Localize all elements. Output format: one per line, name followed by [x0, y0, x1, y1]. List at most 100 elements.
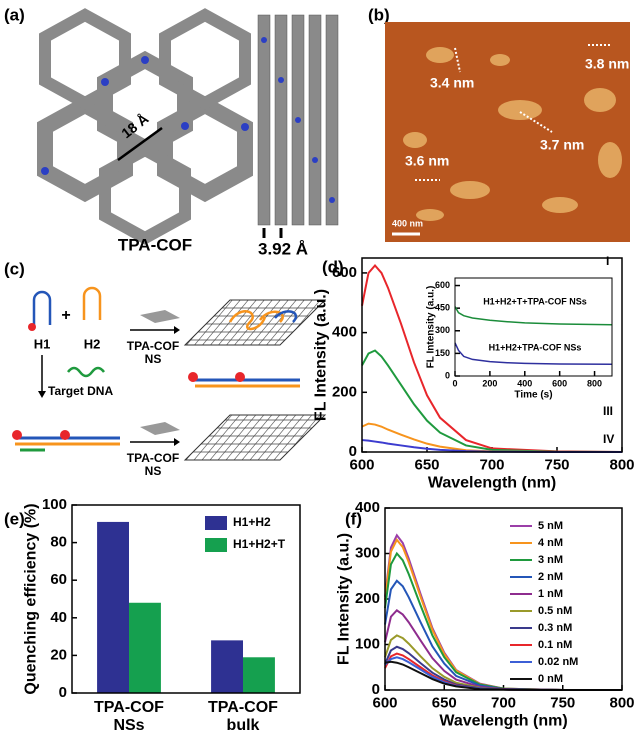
- series-line: [454, 306, 613, 326]
- target-dna: [67, 366, 105, 378]
- height-label: 3.4 nm: [430, 75, 474, 91]
- y-tick-label: 20: [50, 646, 67, 663]
- bar: [97, 521, 129, 693]
- legend-label: 1 nM: [538, 588, 563, 600]
- x-axis-label: Wavelength (nm): [439, 713, 567, 730]
- x-tick-label: 600: [372, 694, 397, 711]
- nanosheet-label: TPA-COF NS: [126, 339, 180, 367]
- fluorophore: [188, 372, 198, 382]
- y-axis-label: Quenching efficiency (%): [23, 503, 40, 694]
- x-tick-label: 700: [491, 694, 516, 711]
- y-tick-label: 100: [355, 635, 380, 652]
- legend-swatch: [205, 516, 227, 530]
- x-tick-label: 650: [432, 694, 457, 711]
- series-label: H1+H2+TPA-COF NSs: [489, 342, 582, 352]
- panel-label: (c): [4, 259, 25, 278]
- fluorophore: [12, 430, 22, 440]
- arrow-head: [174, 326, 180, 334]
- interlayer-distance: 3.92 Å: [258, 239, 308, 258]
- height-label: 3.6 nm: [405, 153, 449, 169]
- x-tick-label: 750: [550, 694, 575, 711]
- y-tick-label: 80: [50, 534, 67, 551]
- panel-label: (e): [4, 509, 25, 528]
- nanosheet: [183, 299, 327, 346]
- height-line: [454, 47, 461, 73]
- bar: [243, 657, 275, 693]
- legend-label: 0.1 nM: [538, 639, 572, 651]
- legend-label: 0.5 nM: [538, 605, 572, 617]
- fluorophore: [28, 323, 36, 331]
- nanosheet: [183, 414, 327, 461]
- target-label: Target DNA: [48, 384, 113, 398]
- panel-label: (a): [4, 5, 25, 24]
- y-tick-label: 60: [50, 571, 67, 588]
- y-tick-label: 0: [349, 443, 357, 460]
- y-axis-label: FL Intensity (a.u.): [425, 286, 436, 369]
- series-line: [361, 349, 623, 453]
- legend-label: 4 nM: [538, 537, 563, 549]
- legend-label: 5 nM: [538, 520, 563, 532]
- x-tick-label: 800: [609, 456, 634, 473]
- height-label: 3.7 nm: [540, 137, 584, 153]
- panel-label: (d): [322, 257, 344, 276]
- x-axis-label: Wavelength (nm): [428, 475, 556, 492]
- y-tick-label: 0: [59, 684, 67, 701]
- bar: [211, 640, 243, 693]
- arrow-head: [38, 391, 46, 398]
- nanosheet-icon: [140, 310, 180, 323]
- x-tick-label: 750: [544, 456, 569, 473]
- series-label: I: [606, 254, 609, 268]
- y-tick-label: 0: [372, 681, 380, 698]
- x-tick-label: 400: [517, 378, 532, 388]
- legend-swatch: [205, 538, 227, 552]
- y-tick-label: 450: [435, 303, 450, 313]
- probe-label: H1: [34, 336, 51, 351]
- hairpins: [32, 286, 102, 325]
- nanosheet-label: TPA-COF NS: [126, 451, 180, 479]
- plus-sign: +: [61, 307, 70, 324]
- y-tick-label: 200: [355, 590, 380, 607]
- afm-flakes: [403, 47, 622, 221]
- x-tick-label: 700: [479, 456, 504, 473]
- x-tick-label: TPA-COF NSs: [94, 699, 164, 733]
- plot-frame: [361, 257, 623, 453]
- series-label: H1+H2+T+TPA-COF NSs: [483, 296, 587, 306]
- legend-label: 3 nM: [538, 554, 563, 566]
- y-tick-label: 150: [435, 348, 450, 358]
- y-tick-label: 600: [332, 264, 357, 281]
- y-tick-label: 40: [50, 609, 67, 626]
- y-tick-label: 300: [435, 325, 450, 335]
- panel-label: (f): [345, 509, 362, 528]
- probe-label: H2: [84, 336, 101, 351]
- nanosheet-icon: [140, 422, 180, 435]
- scale-bar-label: 400 nm: [392, 218, 423, 228]
- x-tick-label: 800: [609, 694, 634, 711]
- series-line: [361, 263, 623, 453]
- cof-side-view: [257, 14, 339, 226]
- panel-label: (b): [368, 5, 390, 24]
- plot-frame: [71, 504, 301, 694]
- x-tick-label: 0: [452, 378, 457, 388]
- y-axis-label: FL Intensity (a.u.): [313, 289, 330, 421]
- nitrogen-dots: [41, 37, 335, 203]
- x-tick-label: 600: [552, 378, 567, 388]
- x-tick-label: 800: [587, 378, 602, 388]
- arrow-head: [174, 438, 180, 446]
- legend-label: 0.3 nM: [538, 622, 572, 634]
- y-tick-label: 100: [42, 496, 67, 513]
- series-line: [384, 652, 622, 691]
- legend-label: 0.02 nM: [538, 656, 578, 668]
- y-axis-label: FL Intensity (a.u.): [336, 533, 353, 665]
- x-tick-label: 600: [349, 456, 374, 473]
- inset-background: [455, 278, 612, 376]
- x-axis-label: Time (s): [514, 390, 552, 401]
- x-tick-label: TPA-COF bulk: [208, 699, 278, 733]
- material-name: TPA-COF: [118, 235, 192, 254]
- pore-arrow: [117, 126, 163, 162]
- adsorbed-probe: [274, 310, 298, 323]
- y-tick-label: 400: [355, 499, 380, 516]
- plot-frame: [384, 507, 623, 691]
- legend-label: 2 nM: [538, 571, 563, 583]
- height-label: 3.8 nm: [585, 56, 629, 72]
